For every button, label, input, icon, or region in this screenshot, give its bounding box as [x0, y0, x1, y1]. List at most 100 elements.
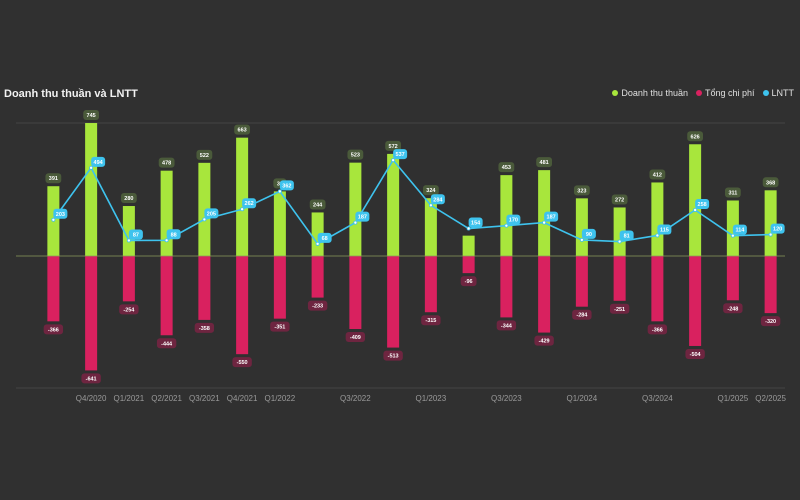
cost-bar: [500, 256, 513, 318]
profit-point: [617, 239, 622, 244]
revenue-bar: [462, 235, 475, 256]
cost-data-label: -320: [765, 319, 776, 325]
revenue-data-label-group: 626: [687, 131, 704, 142]
cost-bar: [651, 256, 664, 322]
x-tick-label: Q1/2024: [567, 394, 598, 403]
cost-data-label-bg: [383, 350, 403, 361]
cost-data-label-bg: [345, 332, 366, 343]
revenue-data-label: 572: [389, 144, 398, 150]
cost-bar: [160, 256, 173, 336]
revenue-data-label-bg: [347, 149, 364, 160]
cost-data-label-group: -409: [345, 332, 366, 343]
cost-data-label-group: -366: [43, 324, 64, 335]
x-tick-label: Q3/2021: [189, 394, 220, 403]
revenue-data-label: 280: [124, 196, 133, 202]
cost-bar: [689, 256, 702, 346]
profit-data-label-bg: [279, 180, 294, 191]
profit-data-label-bg: [544, 211, 559, 222]
profit-data-label-group: 258: [695, 198, 710, 209]
legend-item-profit[interactable]: LNTT: [762, 88, 794, 98]
revenue-data-label-bg: [762, 177, 779, 188]
profit-point: [466, 226, 471, 231]
cost-bar: [85, 256, 98, 371]
cost-data-label-bg: [647, 324, 668, 335]
revenue-data-label-bg: [45, 173, 62, 184]
cost-data-label-group: -251: [609, 303, 630, 314]
profit-data-label-group: 88: [166, 229, 181, 240]
revenue-data-label-group: 244: [309, 199, 326, 210]
profit-data-label-group: 494: [91, 156, 106, 167]
legend-item-cost[interactable]: Tổng chi phí: [695, 88, 755, 98]
revenue-data-label-bg: [196, 149, 213, 160]
profit-point: [693, 207, 698, 212]
profit-data-label-bg: [619, 230, 634, 241]
profit-data-label-group: 87: [128, 229, 143, 240]
cost-data-label: -351: [274, 325, 285, 331]
legend-item-revenue[interactable]: Doanh thu thuần: [612, 88, 688, 98]
cost-data-label-group: -344: [496, 320, 517, 331]
cost-data-label: -344: [501, 323, 513, 329]
revenue-data-label-bg: [498, 162, 515, 173]
cost-data-label-bg: [760, 316, 781, 327]
cost-data-label-bg: [194, 322, 215, 333]
profit-data-label-bg: [53, 208, 68, 219]
revenue-data-label-group: 280: [120, 193, 137, 204]
cost-data-label-bg: [119, 304, 139, 315]
cost-bar: [424, 256, 437, 313]
profit-data-label: 262: [245, 201, 254, 207]
revenue-bar: [311, 212, 324, 256]
profit-data-label: 170: [509, 218, 518, 224]
revenue-data-label: 453: [502, 165, 511, 171]
revenue-bar: [764, 190, 777, 256]
revenue-data-label: 368: [766, 180, 775, 186]
revenue-data-label: 391: [49, 176, 58, 182]
profit-data-label-bg: [506, 214, 521, 225]
profit-data-label-group: 284: [430, 194, 445, 205]
profit-point: [655, 233, 660, 238]
profit-data-label: 154: [471, 221, 481, 227]
profit-data-label: 258: [698, 202, 707, 208]
revenue-data-label: 626: [691, 134, 700, 140]
cost-bar: [575, 256, 588, 307]
profit-data-label: 88: [171, 232, 177, 238]
profit-data-label: 205: [207, 211, 216, 217]
cost-data-label-group: -320: [760, 316, 781, 327]
revenue-data-label-group: 323: [573, 185, 590, 196]
profit-data-label-group: 120: [770, 223, 785, 234]
cost-data-label-bg: [421, 315, 441, 326]
chart-title: Doanh thu thuần và LNTT: [4, 88, 138, 100]
revenue-data-label-bg: [611, 194, 628, 205]
profit-data-label-bg: [657, 224, 672, 235]
profit-data-label-bg: [732, 224, 747, 235]
cost-data-label: -233: [312, 304, 323, 310]
cost-data-label-group: -444: [156, 338, 177, 349]
profit-data-label-bg: [430, 194, 445, 205]
revenue-data-label: 481: [540, 160, 549, 166]
x-tick-label: Q3/2023: [491, 394, 522, 403]
profit-data-label-group: 537: [393, 149, 408, 160]
revenue-bar: [160, 170, 173, 256]
revenue-data-label-group: 391: [45, 173, 62, 184]
revenue-bar: [198, 162, 211, 256]
profit-data-label-group: 115: [657, 224, 672, 235]
cost-data-label: -96: [465, 279, 473, 285]
profit-point: [202, 217, 207, 222]
profit-data-label: 187: [547, 215, 556, 221]
cost-data-label: -315: [425, 318, 436, 324]
cost-data-label-group: -233: [307, 300, 328, 311]
cost-data-label-bg: [685, 348, 705, 359]
revenue-bar: [613, 207, 626, 256]
revenue-data-label: 311: [728, 190, 737, 196]
revenue-data-label-group: 572: [385, 140, 402, 151]
cost-data-label-bg: [270, 321, 290, 332]
profit-point: [51, 217, 56, 222]
revenue-data-label-bg: [536, 157, 553, 168]
cost-data-label-group: -248: [723, 303, 743, 314]
revenue-data-label-bg: [309, 199, 326, 210]
profit-data-label-group: 187: [355, 211, 370, 222]
cost-data-label-group: -358: [194, 322, 215, 333]
profit-point: [391, 158, 396, 163]
revenue-data-label-bg: [234, 124, 251, 135]
x-tick-label: Q3/2024: [642, 394, 673, 403]
